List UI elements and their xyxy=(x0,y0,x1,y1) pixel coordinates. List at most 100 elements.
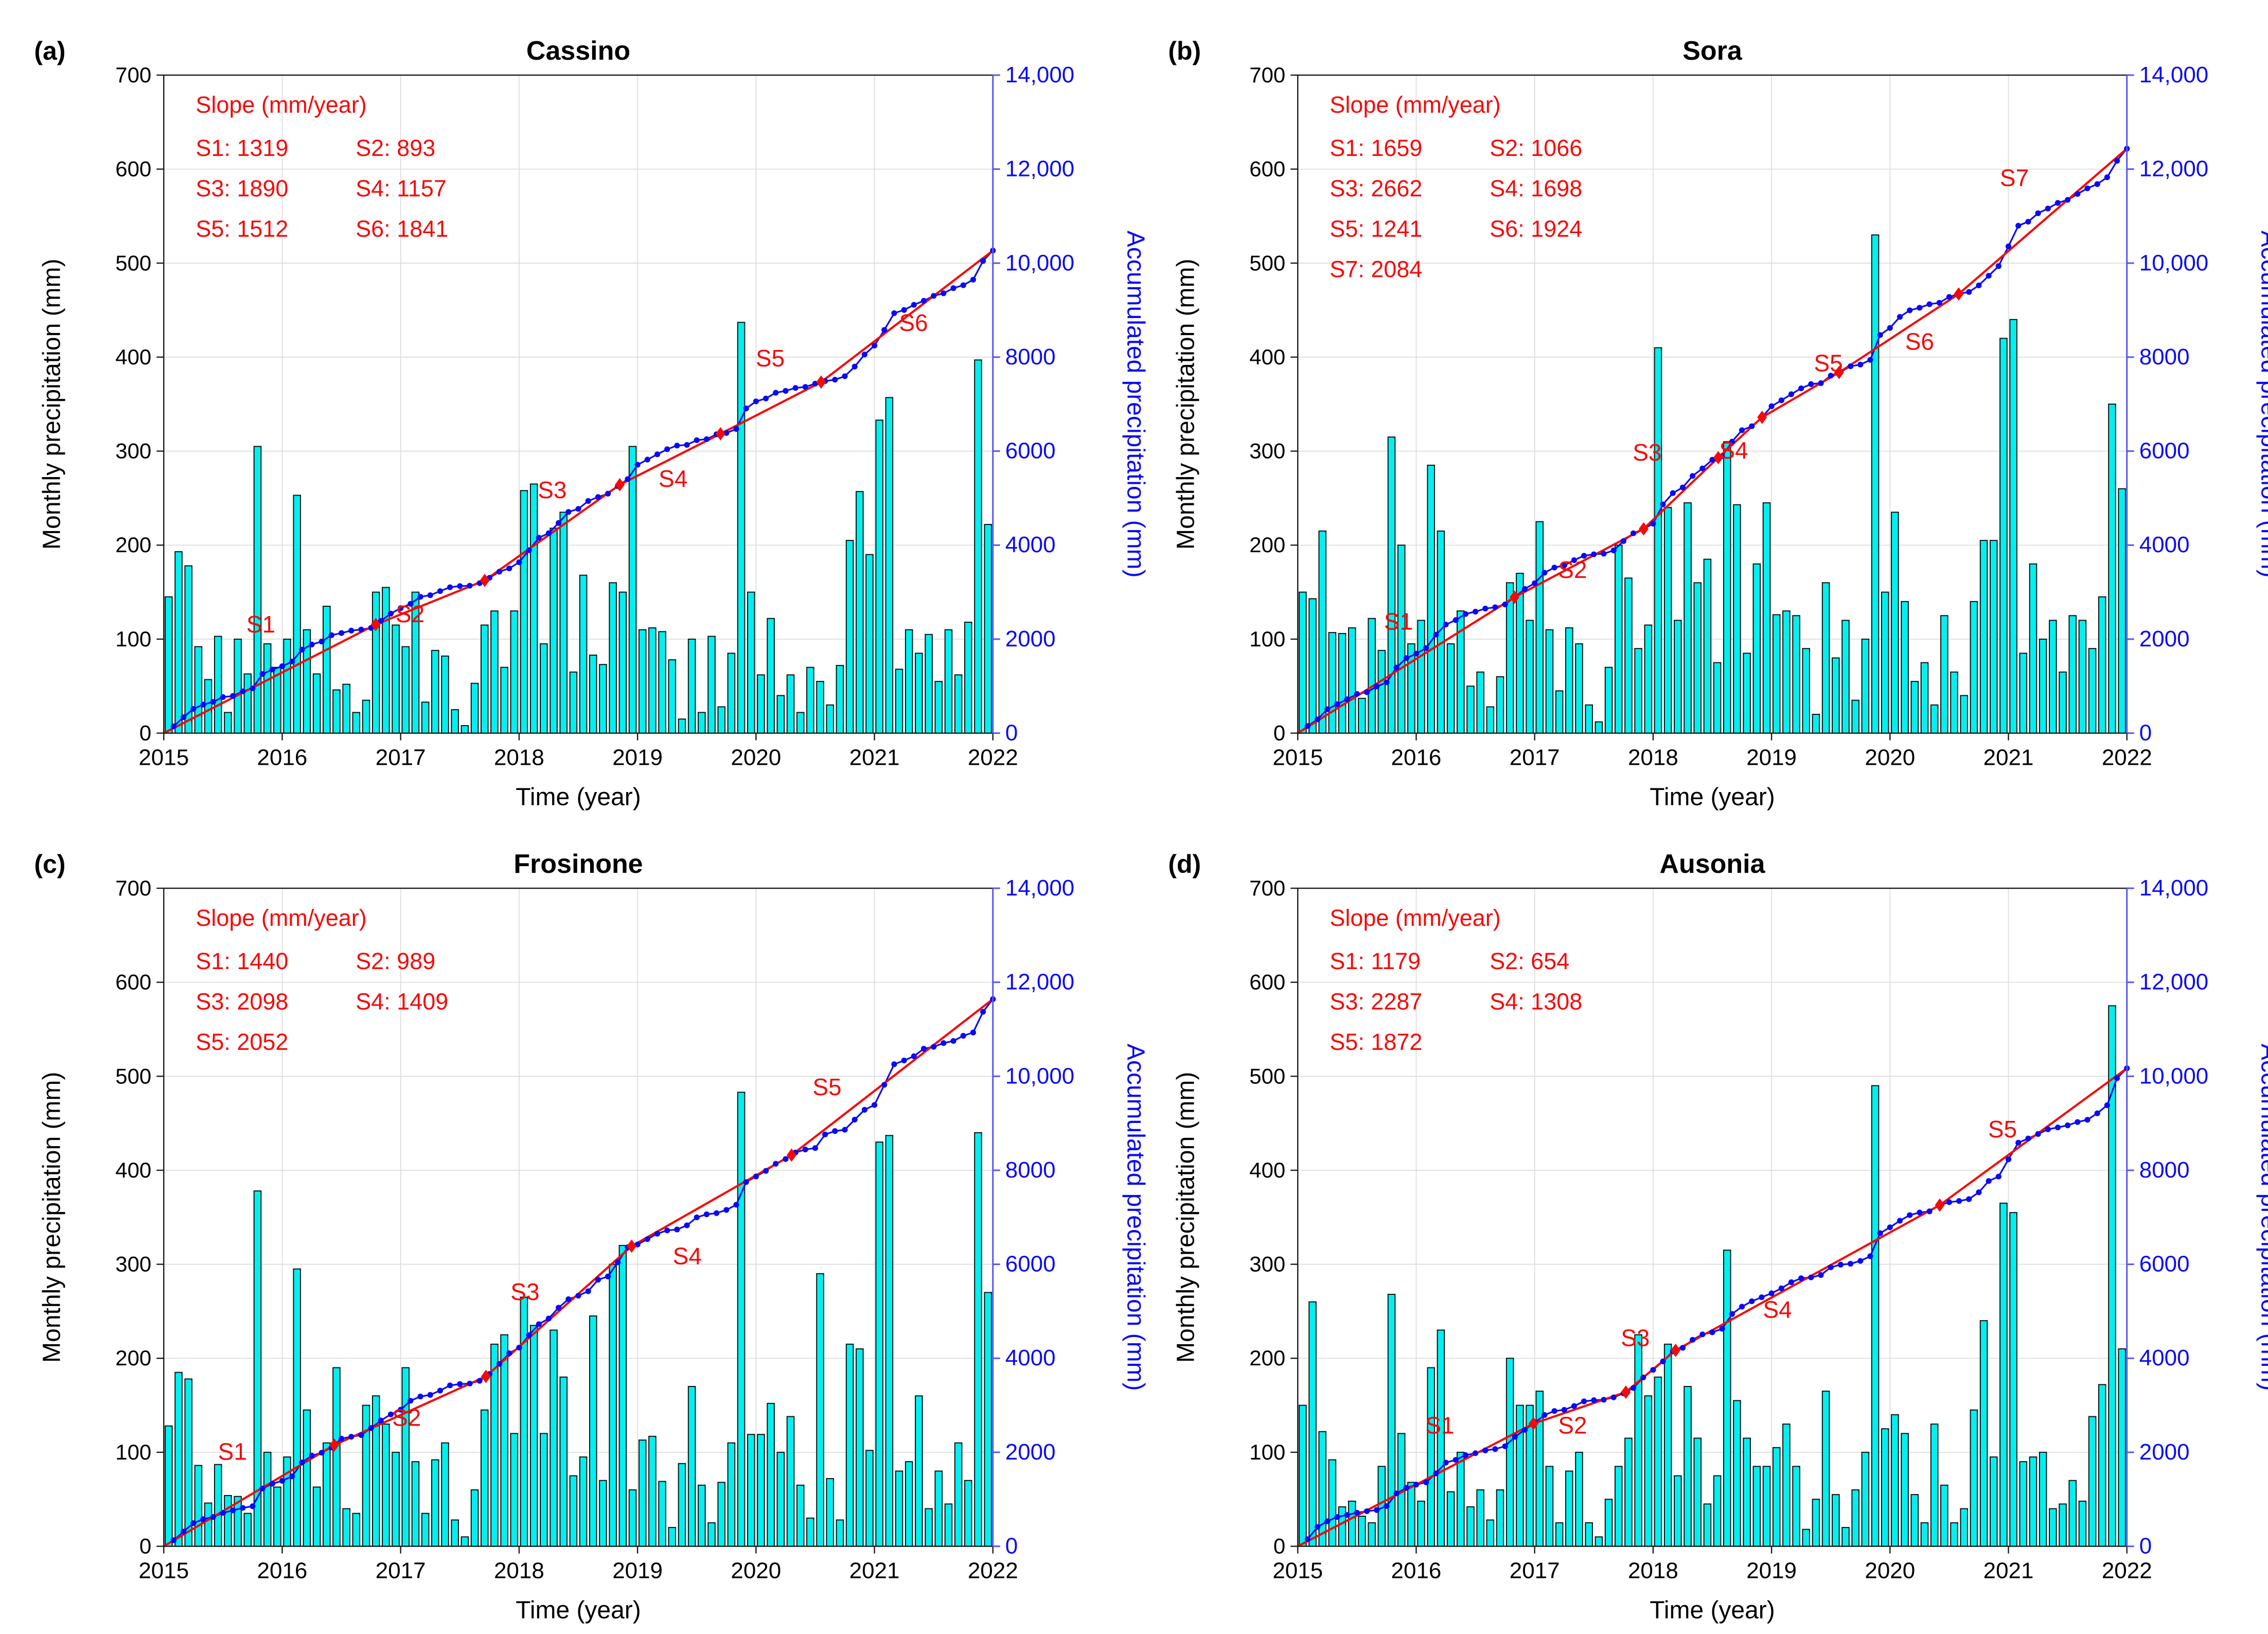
accumulated-dot xyxy=(1867,1253,1873,1259)
accumulated-dot xyxy=(309,642,314,647)
bar-month xyxy=(343,1508,350,1546)
bar-month xyxy=(1566,1471,1573,1546)
accumulated-dot xyxy=(1907,1212,1912,1218)
bar-month xyxy=(2040,639,2047,733)
bar-month xyxy=(1832,1495,1839,1546)
accumulated-dot xyxy=(674,1226,680,1232)
accumulated-dot xyxy=(931,1044,936,1049)
accumulated-dot xyxy=(1473,1450,1478,1456)
bar-month xyxy=(1368,1522,1375,1546)
accumulated-dot xyxy=(289,659,295,664)
bar-month xyxy=(254,446,261,733)
accumulated-dot xyxy=(803,1146,808,1152)
segment-label-s1: S1 xyxy=(246,611,275,638)
bar-month xyxy=(1862,1452,1869,1546)
accumulated-dot xyxy=(358,1432,364,1437)
bar-month xyxy=(688,639,696,733)
bar-month xyxy=(1615,1466,1622,1546)
bar-month xyxy=(1418,1501,1425,1546)
bar-month xyxy=(2069,1480,2076,1546)
accumulated-dot xyxy=(1779,397,1784,403)
accumulated-dot xyxy=(586,1288,591,1294)
bar-month xyxy=(1901,602,1908,733)
accumulated-dot xyxy=(1956,1198,1962,1204)
accumulated-dot xyxy=(743,1179,749,1185)
accumulated-dot xyxy=(565,509,571,515)
bar-month xyxy=(1931,1424,1938,1546)
bar-month xyxy=(807,667,814,733)
right-tick-label: 2000 xyxy=(2139,1439,2190,1464)
accumulated-dot xyxy=(1394,665,1399,671)
left-tick-label: 300 xyxy=(115,1252,151,1276)
accumulated-dot xyxy=(2035,1131,2041,1136)
left-tick-label: 300 xyxy=(1249,1252,1285,1276)
left-tick-label: 100 xyxy=(1249,627,1285,651)
bar-month xyxy=(846,1344,854,1546)
accumulated-dot xyxy=(279,1478,285,1483)
bar-month xyxy=(767,619,774,733)
bar-month xyxy=(797,712,804,733)
bar-month xyxy=(1783,1424,1790,1546)
segment-label-s3: S3 xyxy=(538,477,566,503)
right-tick-label: 4000 xyxy=(2139,532,2190,557)
accumulated-dot xyxy=(1749,424,1755,429)
bar-month xyxy=(1487,1520,1494,1546)
bar-month xyxy=(570,1475,577,1546)
bar-month xyxy=(2079,1501,2086,1546)
accumulated-dot xyxy=(842,1127,847,1132)
bar-month xyxy=(718,707,725,733)
bar-month xyxy=(215,1464,222,1546)
slope-value: S1: 1440 xyxy=(196,948,288,974)
bar-month xyxy=(1299,592,1306,733)
x-tick-label: 2016 xyxy=(1391,1558,1442,1583)
accumulated-dot xyxy=(1808,381,1814,387)
accumulated-dot xyxy=(862,1106,867,1112)
bar-month xyxy=(2089,1416,2096,1546)
accumulated-dot xyxy=(1631,531,1636,536)
accumulated-dot xyxy=(1926,1208,1932,1214)
panel-title: Cassino xyxy=(526,36,630,66)
accumulated-dot xyxy=(872,343,877,348)
accumulated-dot xyxy=(753,1173,759,1179)
bar-month xyxy=(846,540,854,733)
bar-month xyxy=(1309,599,1316,733)
accumulated-dot xyxy=(1305,1536,1310,1542)
accumulated-dot xyxy=(1512,1434,1518,1439)
bar-month xyxy=(757,1434,765,1546)
bar-month xyxy=(2099,1384,2106,1546)
accumulated-dot xyxy=(556,1305,561,1310)
accumulated-dot xyxy=(743,406,749,411)
accumulated-dot xyxy=(2055,200,2061,206)
accumulated-dot xyxy=(605,1273,611,1279)
right-tick-label: 8000 xyxy=(2139,344,2190,370)
bar-month xyxy=(244,1513,252,1546)
accumulated-dot xyxy=(358,627,364,632)
accumulated-dot xyxy=(961,1033,966,1039)
accumulated-dot xyxy=(428,592,433,598)
bar-month xyxy=(906,630,913,733)
left-axis-label: Monthly precipitation (mm) xyxy=(1172,259,1199,550)
accumulated-dot xyxy=(260,671,265,677)
bar-month xyxy=(718,1482,725,1546)
accumulated-dot xyxy=(1917,305,1922,310)
accumulated-dot xyxy=(881,1082,887,1087)
bar-month xyxy=(767,1403,774,1546)
panel-title: Ausonia xyxy=(1659,849,1765,879)
accumulated-dot xyxy=(467,1380,472,1386)
bar-month xyxy=(738,1092,745,1546)
accumulated-dot xyxy=(1344,696,1350,702)
right-tick-label: 4000 xyxy=(2139,1345,2190,1371)
slope-value: S4: 1698 xyxy=(1490,175,1582,202)
right-tick-label: 6000 xyxy=(1005,438,1056,464)
accumulated-dot xyxy=(950,285,956,291)
right-tick-label: 0 xyxy=(2139,1533,2152,1558)
accumulated-dot xyxy=(467,583,472,588)
bar-month xyxy=(609,583,616,733)
bar-month xyxy=(1467,686,1474,733)
bar-month xyxy=(1556,1522,1563,1546)
bar-month xyxy=(1960,1508,1968,1546)
accumulated-dot xyxy=(1660,1358,1665,1364)
accumulated-dot xyxy=(497,569,502,574)
bar-month xyxy=(935,1471,942,1546)
accumulated-dot xyxy=(1798,385,1804,391)
